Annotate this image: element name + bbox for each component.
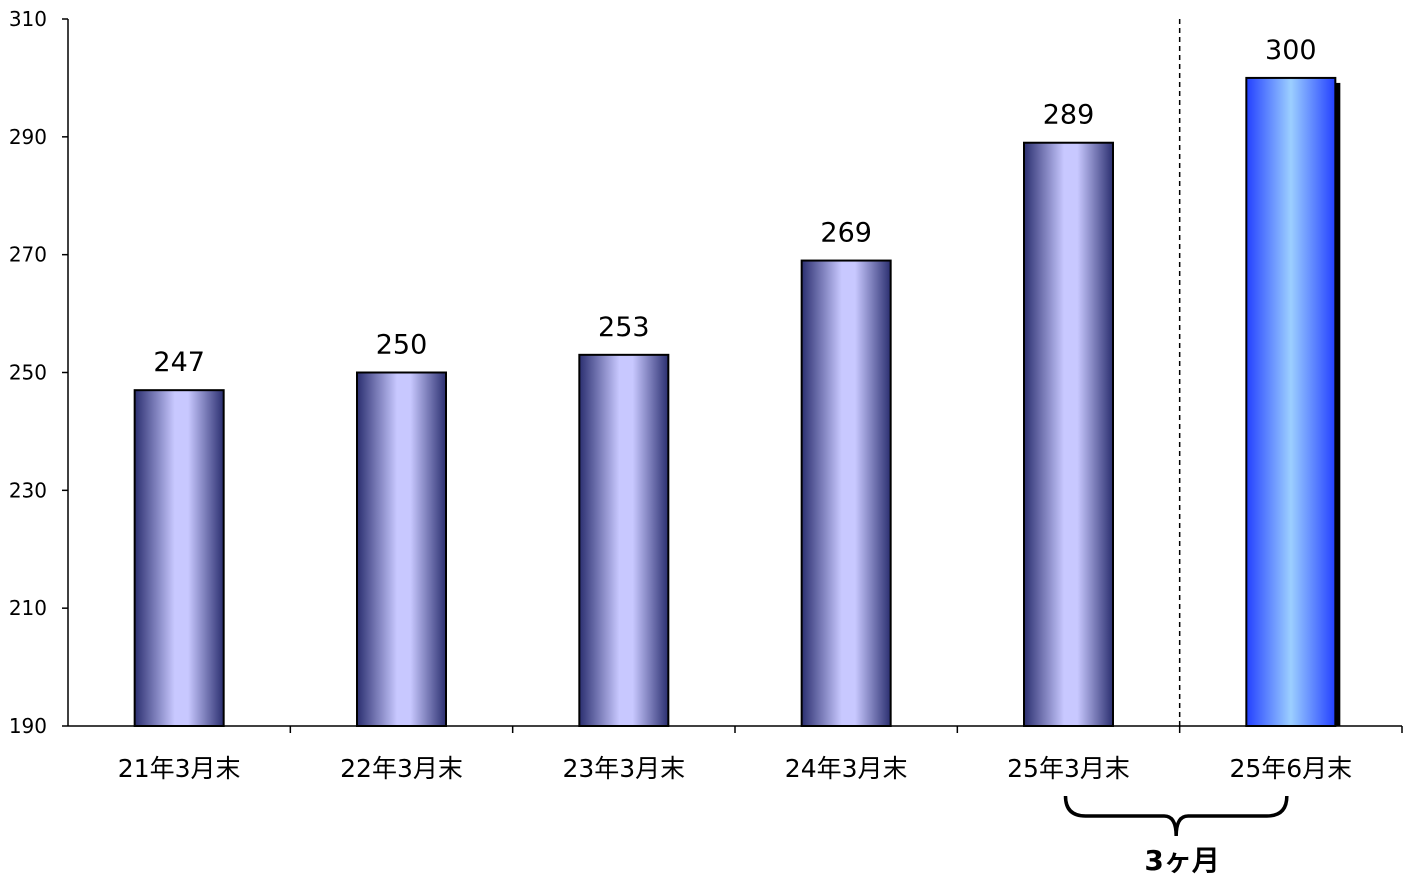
data-label: 247 (153, 347, 205, 378)
category-label: 23年3月末 (562, 754, 685, 783)
bar (1245, 76, 1337, 727)
category-label: 21年3月末 (118, 754, 241, 783)
data-label: 253 (598, 312, 650, 343)
y-tick-label: 210 (9, 596, 47, 620)
data-label: 269 (820, 218, 872, 249)
annotation-layer: 3ヶ月 (1063, 795, 1289, 877)
data-label: 300 (1265, 35, 1317, 66)
bar (1023, 141, 1114, 728)
y-tick-label: 270 (9, 243, 47, 267)
y-tick-label: 290 (9, 125, 47, 149)
annotation-label: 3ヶ月 (1144, 844, 1219, 877)
data-label: 250 (376, 330, 428, 361)
bar (800, 259, 892, 727)
curly-brace (1063, 795, 1289, 837)
y-tick-label: 310 (9, 7, 47, 31)
category-label: 22年3月末 (340, 754, 463, 783)
category-label: 25年3月末 (1007, 754, 1130, 783)
bar (578, 353, 670, 727)
labels-layer: 247 21年3月末 250 22年3月末 253 23年3月末 269 24年3月末 289 2… (9, 7, 1352, 783)
axes-layer (62, 18, 1403, 733)
bars-layer (133, 76, 1341, 728)
category-label: 24年3月末 (785, 754, 908, 783)
bar (133, 389, 225, 727)
y-tick-label: 250 (9, 361, 47, 385)
category-label: 25年6月末 (1229, 754, 1352, 783)
y-tick-label: 230 (9, 478, 47, 502)
y-tick-label: 190 (9, 714, 47, 738)
data-label: 289 (1043, 100, 1095, 131)
bar (356, 371, 447, 727)
